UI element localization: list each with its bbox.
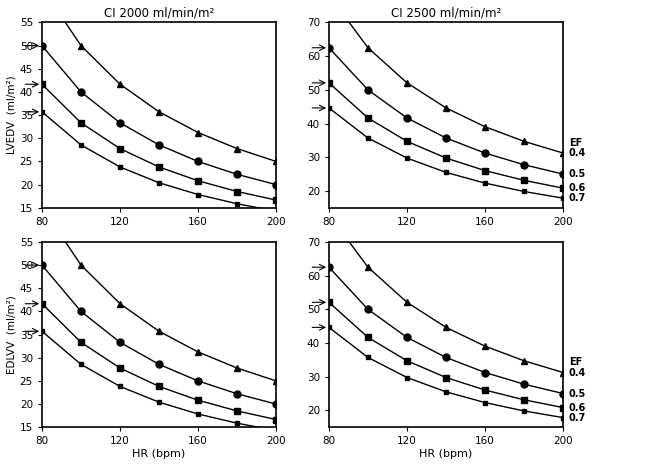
Text: 0.6: 0.6 bbox=[569, 183, 587, 193]
Text: 0.6: 0.6 bbox=[569, 403, 587, 412]
Text: EF: EF bbox=[569, 357, 582, 367]
Text: 0.4: 0.4 bbox=[569, 368, 587, 377]
X-axis label: HR (bpm): HR (bpm) bbox=[132, 449, 186, 459]
Text: EF: EF bbox=[569, 138, 582, 148]
Text: 0.4: 0.4 bbox=[569, 148, 587, 158]
Y-axis label: LVEDV  (ml/m²): LVEDV (ml/m²) bbox=[7, 76, 17, 154]
Title: CI 2000 ml/min/m²: CI 2000 ml/min/m² bbox=[104, 7, 214, 20]
Y-axis label: EDLVV  (ml/m²): EDLVV (ml/m²) bbox=[7, 295, 17, 374]
Title: CI 2500 ml/min/m²: CI 2500 ml/min/m² bbox=[391, 7, 501, 20]
Text: 0.5: 0.5 bbox=[569, 169, 587, 179]
Text: 0.5: 0.5 bbox=[569, 389, 587, 398]
X-axis label: HR (bpm): HR (bpm) bbox=[419, 449, 473, 459]
Text: 0.7: 0.7 bbox=[569, 193, 587, 203]
Text: 0.7: 0.7 bbox=[569, 412, 587, 423]
